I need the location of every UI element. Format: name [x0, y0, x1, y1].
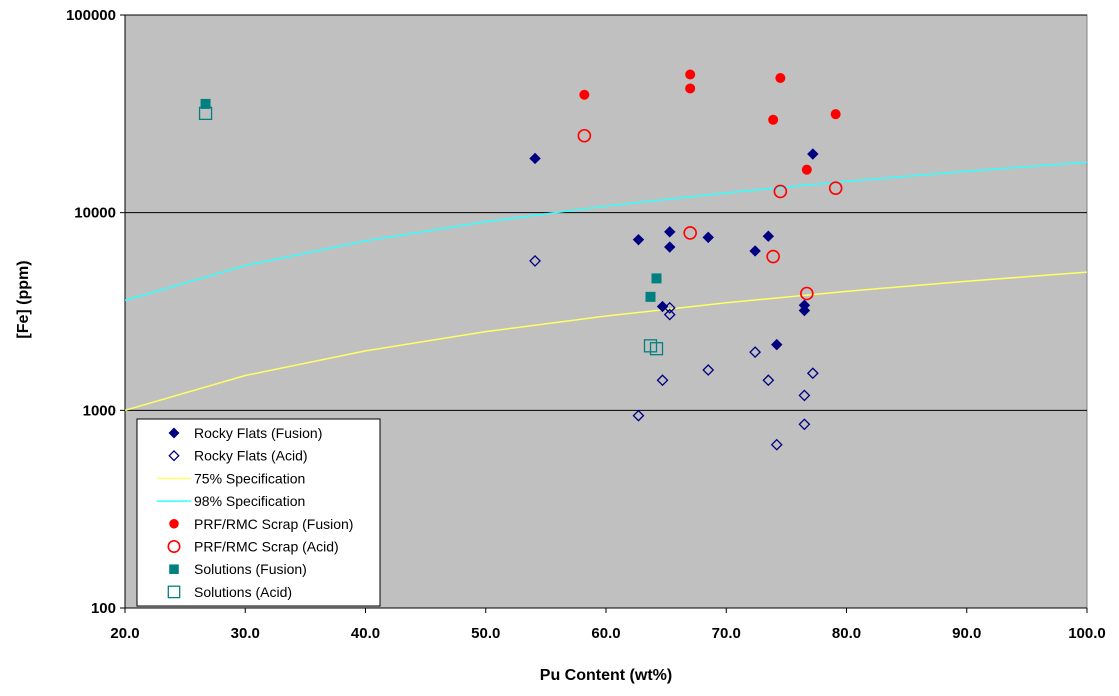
data-point	[798, 418, 811, 431]
data-point	[579, 89, 590, 100]
legend-label: Rocky Flats (Fusion)	[194, 425, 322, 441]
y-axis-title: [Fe] (ppm)	[15, 260, 32, 338]
data-point	[766, 249, 780, 264]
data-point	[645, 291, 656, 302]
legend-marker	[168, 450, 180, 462]
x-tick-label: 60.0	[591, 625, 620, 642]
x-tick-label: 100.0	[1068, 625, 1106, 642]
data-point	[807, 148, 819, 160]
series-line	[124, 161, 1088, 302]
x-tick-label: 50.0	[471, 625, 500, 642]
data-point	[200, 98, 211, 109]
y-tick-label: 1000	[83, 402, 116, 419]
legend-label: Rocky Flats (Acid)	[194, 448, 308, 464]
legend-marker	[167, 585, 181, 599]
x-tick-label: 20.0	[110, 625, 139, 642]
data-point	[798, 389, 811, 402]
y-tick-label: 100000	[66, 7, 116, 24]
data-point	[702, 364, 715, 376]
x-tick-label: 70.0	[712, 625, 741, 642]
x-tick-label: 90.0	[952, 625, 981, 642]
x-tick-label: 40.0	[351, 625, 380, 642]
data-point	[749, 245, 761, 257]
data-point	[702, 231, 714, 244]
x-axis-title: Pu Content (wt%)	[540, 667, 672, 684]
data-point	[663, 308, 676, 321]
data-point	[685, 83, 696, 94]
data-point	[683, 226, 697, 240]
data-point	[656, 374, 669, 387]
x-tick-label: 30.0	[231, 625, 260, 642]
data-point	[664, 226, 676, 238]
data-point	[828, 181, 843, 195]
legend-label: PRF/RMC Scrap (Acid)	[194, 539, 339, 555]
data-point	[830, 109, 841, 120]
data-point	[801, 164, 812, 175]
data-point	[663, 301, 676, 314]
data-point	[656, 300, 669, 313]
data-point	[768, 114, 779, 125]
data-point	[806, 367, 819, 380]
data-point	[762, 374, 775, 387]
legend-box	[136, 418, 381, 607]
legend-label: 98% Specification	[194, 493, 305, 509]
x-tick-label: 80.0	[832, 625, 861, 642]
data-point	[798, 304, 811, 317]
legend-marker	[168, 427, 180, 439]
data-point	[632, 409, 645, 422]
data-point	[749, 346, 762, 359]
y-tick-label: 10000	[74, 205, 116, 222]
legend-label: Solutions (Fusion)	[194, 561, 307, 577]
legend-marker	[167, 539, 181, 553]
data-point	[771, 338, 783, 351]
data-point	[800, 286, 814, 301]
data-point	[773, 184, 788, 199]
legend-marker	[169, 519, 179, 529]
legend-marker	[169, 564, 179, 574]
legend-label: Solutions (Acid)	[194, 584, 292, 600]
data-point	[632, 233, 645, 246]
data-series	[124, 69, 1088, 451]
legend: Rocky Flats (Fusion) Rocky Flats (Acid) 75…	[136, 418, 381, 607]
data-point	[664, 241, 676, 253]
data-point	[198, 106, 213, 121]
legend-label: 75% Specification	[194, 470, 305, 486]
tick-labels: 100 1000 10000 100000 20.0 30.0 40.0 50.0 60.0 70…	[66, 7, 1106, 642]
data-point	[529, 152, 541, 165]
data-point	[577, 128, 592, 143]
legend-label: PRF/RMC Scrap (Fusion)	[194, 516, 353, 532]
data-point	[762, 230, 775, 242]
data-point	[651, 273, 662, 284]
data-point	[775, 73, 786, 84]
data-point	[529, 255, 541, 267]
data-point	[685, 69, 696, 80]
gridlines	[120, 14, 1088, 613]
series-line	[124, 271, 1088, 412]
data-point	[649, 342, 664, 356]
y-tick-label: 100	[91, 600, 116, 617]
data-point	[770, 438, 783, 451]
